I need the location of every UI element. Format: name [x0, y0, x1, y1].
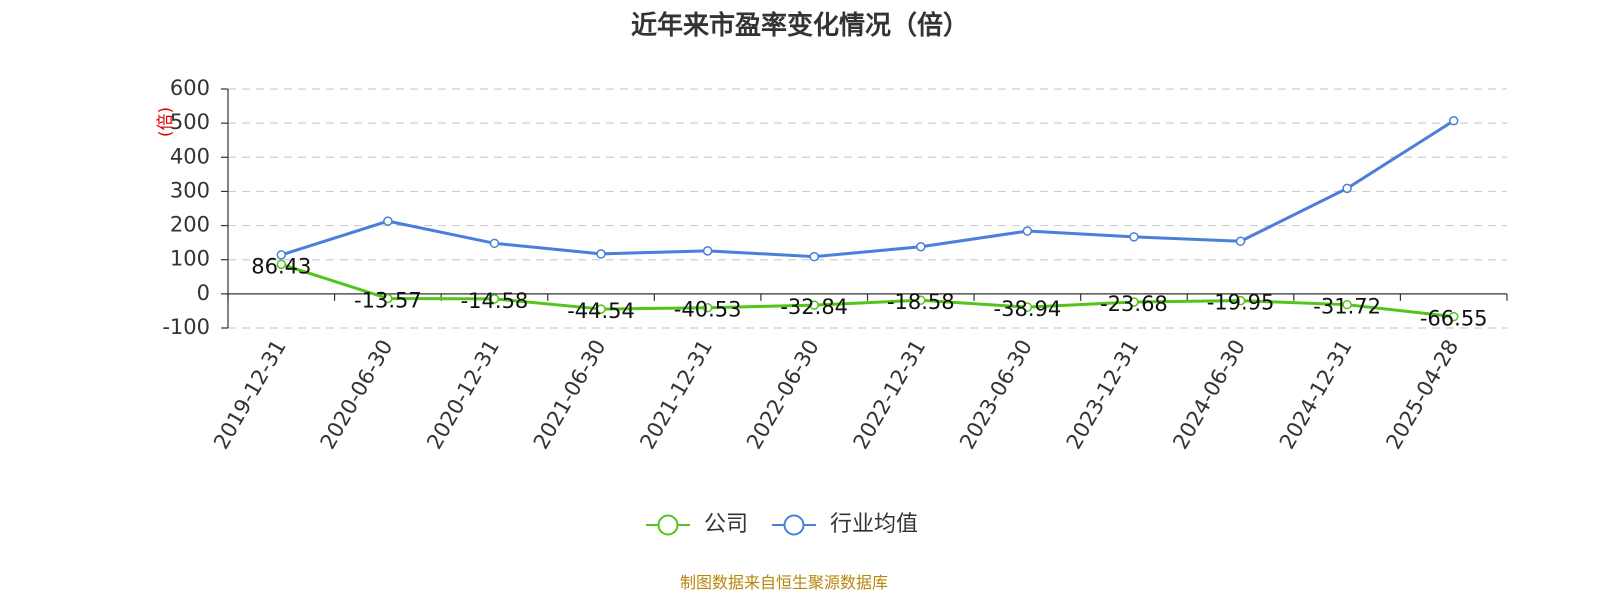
data-point[interactable] [276, 250, 287, 260]
data-label: -38.94 [994, 297, 1062, 321]
data-point[interactable] [383, 293, 393, 304]
data-point[interactable] [702, 302, 713, 313]
data-point[interactable] [1129, 297, 1139, 307]
data-label: -44.54 [567, 299, 635, 323]
series-lines [276, 116, 1459, 322]
x-tick-label: 2021-12-31 [635, 336, 717, 454]
legend-item-0[interactable]: 公司 [646, 512, 748, 537]
x-tick-label: 2023-12-31 [1062, 336, 1144, 454]
y-tick-label: 300 [170, 178, 210, 202]
data-point[interactable] [916, 295, 926, 305]
legend-marker-icon [783, 514, 805, 536]
data-point[interactable] [596, 249, 606, 259]
data-label: -23.68 [1100, 292, 1168, 316]
legend[interactable]: 公司 行业均值 [646, 512, 918, 537]
data-point[interactable] [383, 216, 393, 226]
legend-item-1[interactable]: 行业均值 [772, 512, 918, 537]
data-label: -31.72 [1313, 295, 1381, 319]
data-labels: 86.43 -13.57 -14.58 -44.54 -40.53 -32.84 -18.5… [251, 254, 1487, 330]
chart-title: 近年来市盈率变化情况（倍） [631, 10, 969, 41]
data-label: -19.95 [1207, 291, 1275, 315]
data-point[interactable] [809, 251, 819, 262]
data-label: -40.53 [674, 298, 742, 322]
grid-lines [228, 88, 1507, 329]
data-point[interactable] [809, 300, 819, 310]
x-tick-label: 2020-12-31 [422, 336, 504, 454]
data-point[interactable] [916, 241, 926, 252]
x-tick-label: 2025-04-28 [1381, 336, 1463, 454]
data-label: -13.57 [354, 288, 422, 312]
y-tick-label: 100 [170, 247, 210, 271]
y-tick-label: 200 [170, 213, 210, 237]
x-tick-label: 2022-06-30 [742, 336, 824, 454]
data-point[interactable] [1022, 226, 1033, 236]
y-tick-label: 500 [170, 110, 210, 134]
data-label: -14.58 [461, 289, 529, 313]
x-tick-label: 2020-06-30 [316, 336, 398, 454]
data-point[interactable] [1235, 295, 1246, 306]
y-tick-label: 400 [170, 144, 210, 168]
data-point[interactable] [1342, 299, 1352, 310]
y-tick-label: 0 [197, 281, 210, 305]
data-label: -66.55 [1420, 307, 1488, 331]
data-point[interactable] [1448, 116, 1459, 126]
x-tick-label: 2023-06-30 [955, 336, 1037, 454]
data-label: 86.43 [251, 254, 311, 278]
data-point[interactable] [1235, 236, 1246, 247]
legend-label: 行业均值 [830, 512, 918, 537]
data-point[interactable] [1448, 311, 1459, 322]
x-tick-label: 2024-06-30 [1168, 336, 1250, 454]
data-point[interactable] [1342, 183, 1352, 194]
x-tick-label: 2019-12-31 [209, 336, 291, 454]
data-point[interactable] [276, 259, 287, 270]
x-tick-label: 2021-06-30 [529, 336, 611, 454]
x-tick-label: 2022-12-31 [849, 336, 931, 454]
y-axis-unit-label: (倍) [156, 107, 176, 137]
data-label: -18.58 [887, 290, 955, 314]
series-line-0 [280, 262, 1454, 319]
data-point[interactable] [489, 294, 500, 304]
data-point[interactable] [1022, 302, 1033, 312]
legend-marker-icon [657, 514, 679, 536]
data-label: -32.84 [780, 295, 848, 319]
legend-label: 公司 [704, 512, 748, 537]
data-point[interactable] [596, 304, 606, 314]
source-note: 制图数据来自恒生聚源数据库 [680, 573, 888, 592]
data-point[interactable] [489, 238, 500, 249]
y-tick-label: 600 [170, 76, 210, 100]
data-point[interactable] [702, 246, 713, 256]
series-line-1 [280, 119, 1455, 259]
x-tick-label: 2024-12-31 [1275, 336, 1357, 454]
data-point[interactable] [1129, 232, 1139, 242]
y-tick-label: -100 [162, 315, 210, 339]
